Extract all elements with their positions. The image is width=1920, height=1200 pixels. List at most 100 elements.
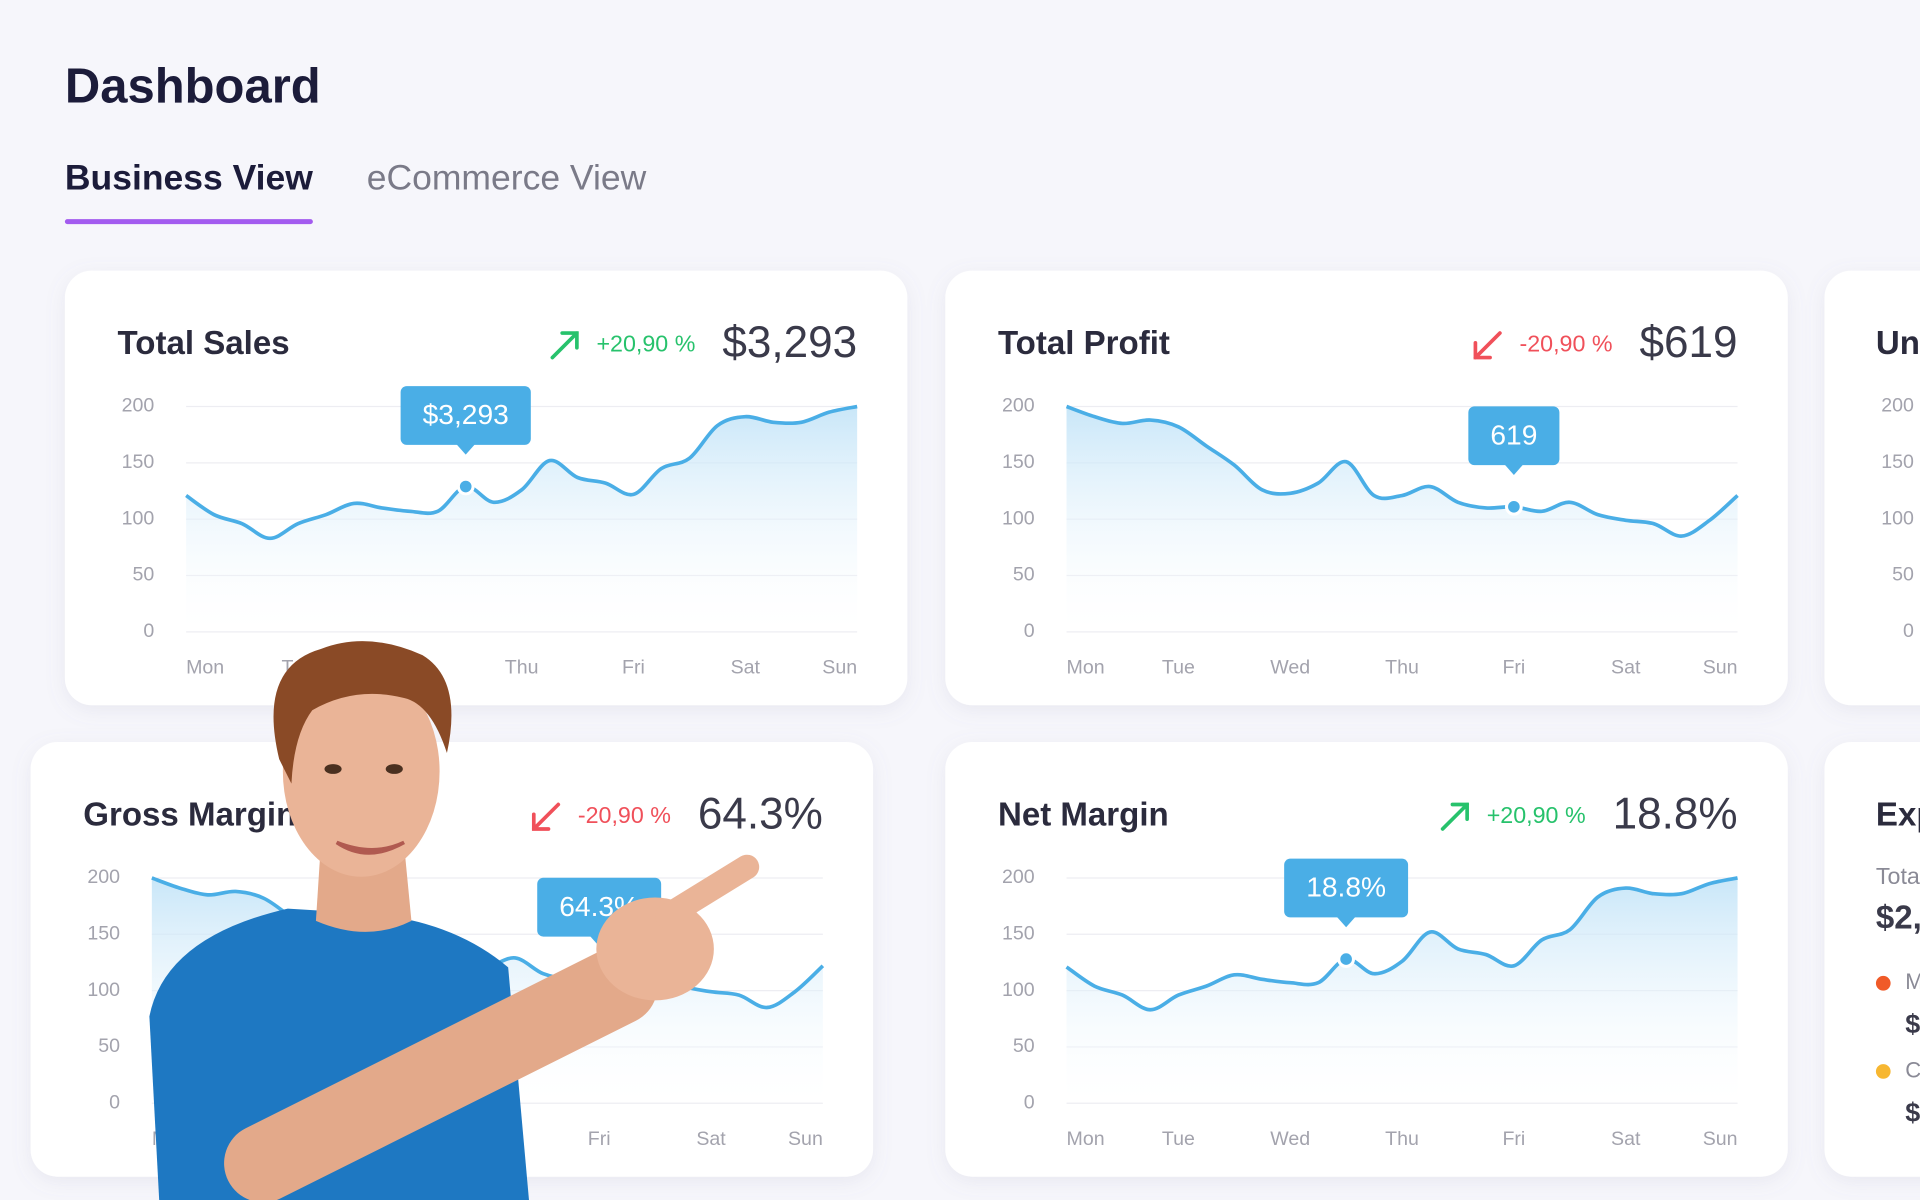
- x-tick-label: Mon: [1067, 657, 1105, 679]
- legend-dot: [1875, 975, 1891, 991]
- y-tick-label: 100: [1002, 507, 1035, 529]
- area-fill: [1066, 877, 1738, 1104]
- hand: [596, 897, 714, 1001]
- line: [185, 404, 858, 541]
- highlight-point: [1337, 950, 1356, 968]
- x-tick-label: Sat: [731, 657, 761, 679]
- card: [1824, 270, 1920, 706]
- legend-label: M: [1905, 969, 1920, 994]
- tooltip-box: [1468, 406, 1560, 466]
- card-title: Net Margin: [998, 796, 1169, 833]
- y-tick-label: 100: [87, 979, 120, 1001]
- change-arrow: [1473, 331, 1502, 360]
- x-tick-label: Mon: [1067, 1128, 1105, 1150]
- tab[interactable]: eCommerce View: [367, 157, 647, 197]
- x-tick-label: Wed: [1270, 657, 1310, 679]
- y-tick-label: 200: [87, 866, 120, 888]
- x-tick-label: Sat: [1611, 1128, 1641, 1150]
- change-label: -20,90 %: [1519, 330, 1612, 356]
- eye: [385, 764, 403, 774]
- card-value: 18.8%: [1613, 789, 1738, 838]
- person: [149, 641, 760, 1200]
- line: [1065, 404, 1739, 538]
- y-tick-label: 50: [1013, 1035, 1035, 1057]
- card-title: Un: [1876, 325, 1920, 362]
- x-tick-label: Thu: [505, 657, 539, 679]
- arm: [224, 946, 658, 1200]
- tooltip-box: [1284, 858, 1409, 918]
- x-tick-label: Tue: [1162, 657, 1195, 679]
- y-tick-label: 100: [1002, 979, 1035, 1001]
- tooltip: 619: [1468, 406, 1560, 475]
- change-label: +20,90 %: [596, 330, 695, 356]
- y-tick-label: 150: [122, 451, 155, 473]
- tooltip-label: 619: [1490, 419, 1537, 450]
- y-tick-label: 100: [1881, 507, 1914, 529]
- y-tick-label: 150: [87, 922, 120, 944]
- card-title: Total Sales: [118, 325, 290, 362]
- line: [1065, 876, 1738, 1012]
- x-tick-label: Mon: [186, 657, 224, 679]
- y-tick-label: 150: [1002, 922, 1035, 944]
- legend-label: C: [1905, 1057, 1920, 1082]
- shirt: [149, 908, 529, 1200]
- y-tick-label: 200: [1881, 395, 1914, 417]
- y-tick-label: 0: [1024, 1091, 1035, 1113]
- highlight-point: [1505, 497, 1523, 516]
- change-arrow: [550, 331, 579, 360]
- page-title: Dashboard: [65, 59, 321, 113]
- x-tick-label: Fri: [1502, 1128, 1525, 1150]
- tooltip-label: $3,293: [423, 399, 509, 430]
- change-arrow: [1440, 802, 1469, 831]
- y-tick-label: 50: [1013, 564, 1035, 586]
- y-tick-label: 0: [109, 1091, 120, 1113]
- legend-dot: [1875, 1064, 1891, 1079]
- tooltip-pointer: [1504, 463, 1524, 475]
- y-tick-label: 50: [98, 1035, 120, 1057]
- change-label: +20,90 %: [1487, 802, 1586, 828]
- highlight-point: [456, 477, 475, 496]
- y-tick-label: 0: [1024, 620, 1035, 642]
- change-arrow: [531, 802, 561, 831]
- y-tick-label: 50: [133, 564, 155, 586]
- card-value: $2,: [1876, 899, 1920, 936]
- y-tick-label: 100: [122, 507, 155, 529]
- y-tick-label: 0: [1903, 620, 1914, 642]
- tab[interactable]: Business View: [65, 157, 313, 197]
- tooltip-pointer: [1336, 916, 1356, 928]
- x-tick-label: Sun: [822, 657, 857, 679]
- hair: [273, 641, 452, 784]
- y-tick-label: 200: [122, 395, 155, 417]
- head: [282, 666, 440, 877]
- y-tick-label: 50: [1892, 564, 1914, 586]
- x-tick-label: Sun: [1703, 657, 1738, 679]
- area-fill: [1066, 406, 1738, 632]
- x-tick-label: Tue: [1162, 1128, 1195, 1150]
- x-tick-label: Sun: [1703, 1128, 1738, 1150]
- card-title: Total Profit: [998, 325, 1170, 362]
- x-tick-label: Fri: [1502, 657, 1525, 679]
- y-tick-label: 150: [1002, 451, 1035, 473]
- x-tick-label: Thu: [1385, 657, 1419, 679]
- x-tick-label: Thu: [1385, 1128, 1419, 1150]
- change-label: -20,90 %: [578, 802, 671, 828]
- tab-underline: [64, 219, 313, 225]
- tooltip: $3,293: [400, 386, 531, 455]
- x-tick-label: Fri: [622, 657, 645, 679]
- legend-value: $: [1905, 1097, 1920, 1127]
- y-tick-label: 200: [1002, 395, 1035, 417]
- card-value: $3,293: [722, 318, 857, 367]
- eye: [324, 764, 342, 774]
- card-value: $619: [1639, 318, 1737, 367]
- finger: [655, 854, 760, 929]
- tooltip: 18.8%: [1284, 858, 1409, 928]
- card-value: 64.3%: [698, 789, 823, 838]
- card-title: Exp: [1876, 796, 1920, 833]
- x-tick-label: Sat: [696, 1128, 726, 1150]
- card-title: Gross Margin: [83, 796, 296, 833]
- x-tick-label: Fri: [588, 1128, 611, 1150]
- y-tick-label: 150: [1881, 451, 1914, 473]
- card-subtitle: Tota: [1876, 863, 1920, 889]
- card: [1824, 742, 1920, 1177]
